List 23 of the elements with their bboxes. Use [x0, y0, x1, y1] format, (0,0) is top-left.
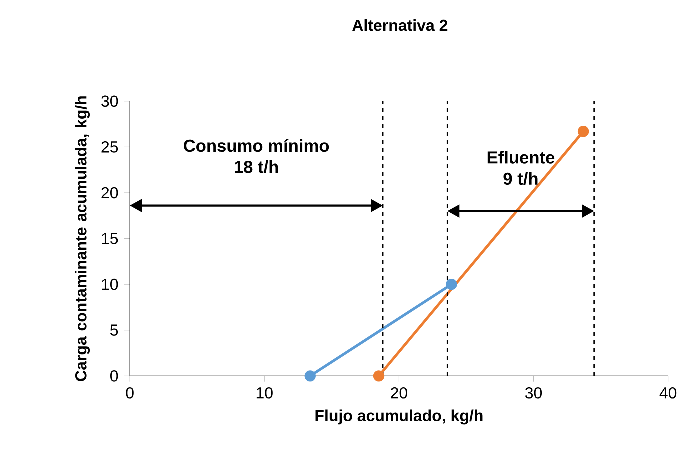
x-axis-title: Flujo acumulado, kg/h: [316, 410, 483, 425]
point: [578, 126, 590, 138]
x-tick-label: 40: [660, 387, 677, 399]
x-tick-label: 20: [391, 387, 408, 399]
y-tick-label: 25: [102, 141, 118, 153]
y-axis-title: Carga contaminante acumulada, kg/h: [75, 96, 90, 382]
x-tick-label: 30: [525, 387, 542, 399]
y-tick-label: 0: [110, 370, 118, 382]
point: [304, 370, 316, 382]
y-tick-label: 15: [102, 233, 118, 244]
y-tick-label: 10: [102, 278, 118, 290]
point: [373, 370, 385, 382]
y-tick-label: 20: [102, 187, 118, 199]
point: [446, 278, 458, 290]
annotation: Efluente: [488, 151, 555, 164]
annotation: 9 t/h: [504, 172, 538, 186]
y-tick-label: 5: [110, 324, 118, 336]
y-tick-label: 30: [102, 96, 118, 107]
annotation: Consumo mínimo: [184, 139, 330, 152]
chart-title: Alternativa 2: [352, 19, 448, 32]
annotation: 18 t/h: [235, 160, 278, 174]
x-tick-label: 0: [126, 387, 134, 399]
x-tick-label: 10: [256, 387, 273, 399]
